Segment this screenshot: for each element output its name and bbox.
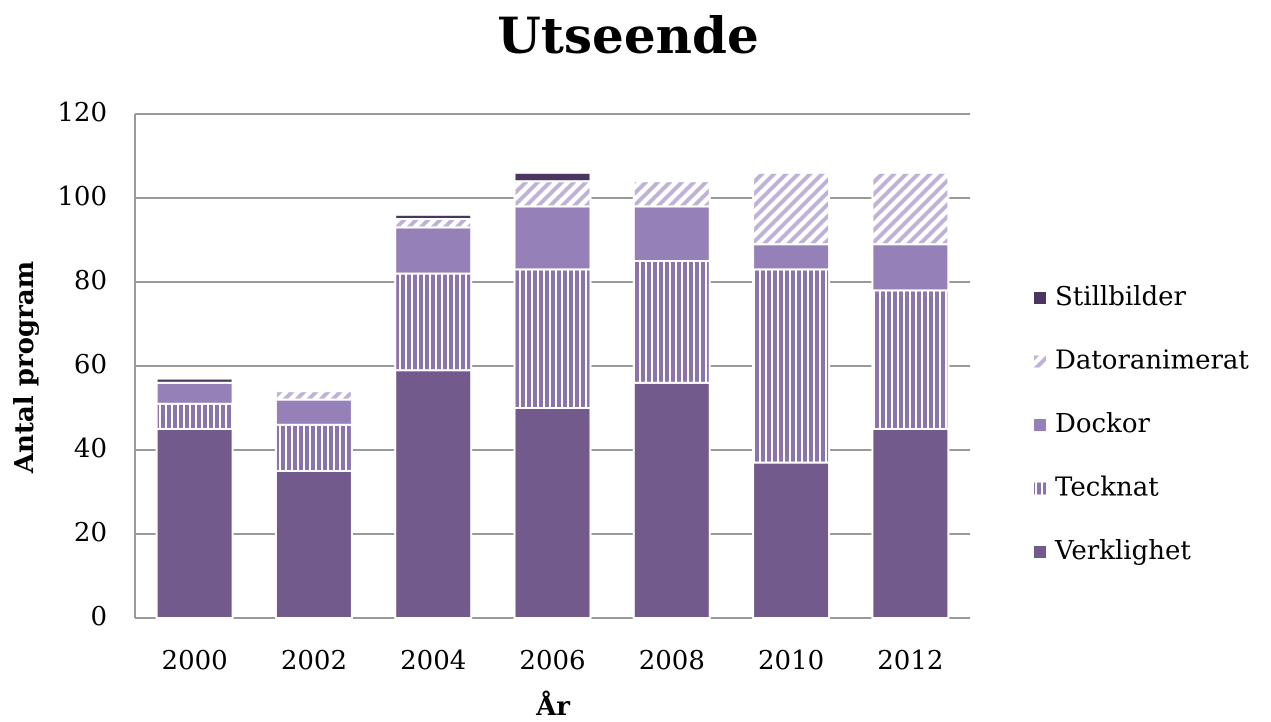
legend-label: Datoranimerat: [1055, 346, 1249, 376]
x-tick-label: 2004: [400, 646, 466, 676]
legend-label: Dockor: [1055, 409, 1150, 439]
legend-label: Verklighet: [1054, 536, 1191, 566]
bar-segment: [871, 428, 950, 619]
x-tick-label: 2010: [758, 646, 824, 676]
bar-segment: [632, 205, 711, 262]
y-tick-label: 40: [74, 434, 107, 464]
bar-segment: [632, 180, 711, 208]
bar-segment: [513, 407, 592, 619]
legend-label: Stillbilder: [1055, 282, 1187, 312]
bar-segment: [155, 402, 234, 430]
legend-swatch: [1034, 482, 1046, 495]
bar-segment: [513, 171, 592, 183]
legend-swatch: [1034, 546, 1046, 558]
x-tick-label: 2012: [877, 646, 943, 676]
bar-segment: [274, 470, 353, 619]
bar-segment: [752, 243, 831, 271]
bar-segment: [513, 268, 592, 409]
y-tick-label: 20: [74, 518, 107, 548]
bar-segment: [155, 381, 234, 405]
legend-swatch: [1034, 419, 1046, 431]
bar-segment: [394, 226, 473, 275]
y-tick-label: 80: [74, 266, 107, 296]
x-axis-label: År: [535, 691, 570, 722]
x-tick-label: 2002: [281, 646, 347, 676]
y-tick-label: 100: [57, 182, 107, 212]
bar-segment: [274, 423, 353, 472]
bar-segment: [513, 205, 592, 271]
bar-segment: [394, 213, 473, 221]
bar-segment: [871, 171, 950, 246]
bar-segment: [752, 461, 831, 619]
chart-title: Utseende: [497, 6, 759, 65]
bar-segment: [155, 377, 234, 384]
y-tick-label: 60: [74, 350, 107, 380]
bar-segment: [155, 428, 234, 619]
y-tick-label: 0: [90, 602, 107, 632]
x-tick-label: 2008: [639, 646, 705, 676]
legend-swatch: [1034, 355, 1046, 368]
bar-segment: [513, 180, 592, 208]
bar-segment: [752, 171, 831, 246]
bar-segment: [632, 260, 711, 384]
bar-segment: [752, 268, 831, 464]
bar-segment: [394, 272, 473, 372]
y-tick-label: 120: [57, 98, 107, 128]
y-axis-label: Antal program: [10, 261, 40, 474]
x-tick-label: 2000: [162, 646, 228, 676]
legend-swatch: [1034, 292, 1046, 304]
bar-segment: [394, 369, 473, 620]
bar-segment: [871, 243, 950, 292]
bar-segment: [632, 381, 711, 619]
bar-segment: [274, 398, 353, 426]
x-tick-label: 2006: [519, 646, 585, 676]
bar-segment: [274, 390, 353, 401]
legend-label: Tecknat: [1055, 473, 1159, 503]
bar-segment: [871, 289, 950, 430]
bar-segment: [394, 218, 473, 229]
